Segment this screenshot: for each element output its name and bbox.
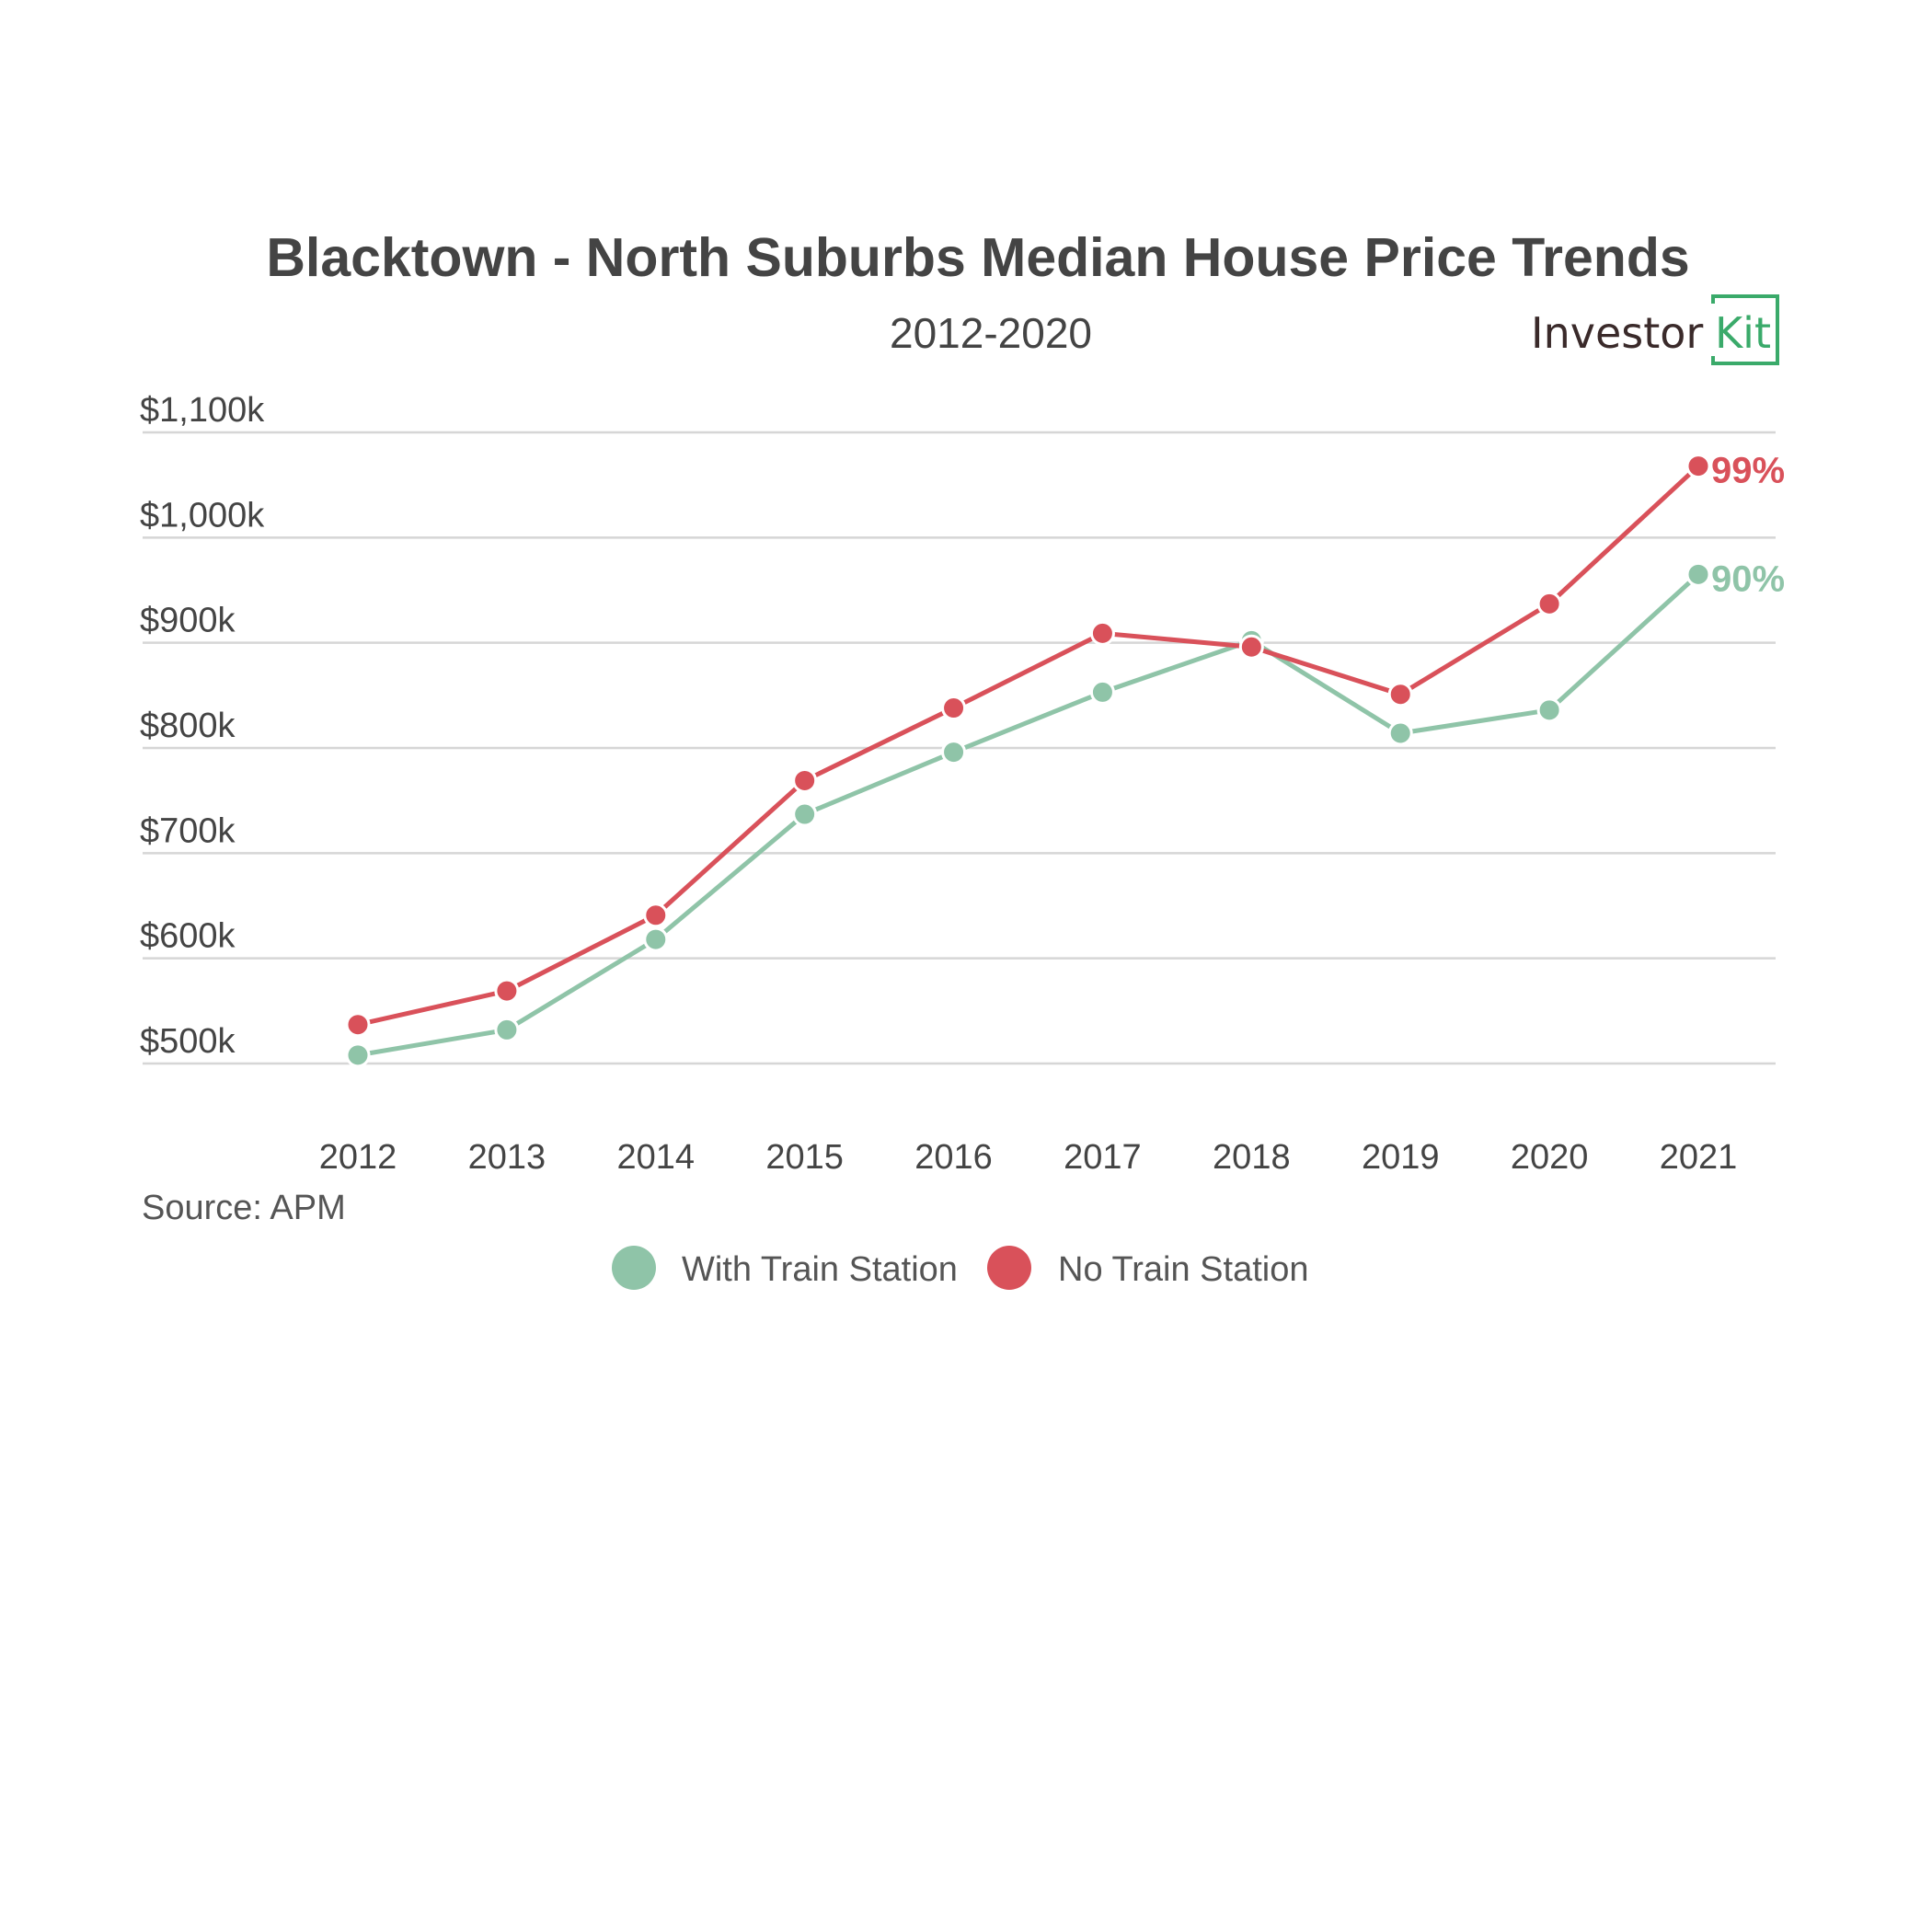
data-point <box>941 696 967 721</box>
logo-text-accent: Kit <box>1715 308 1771 358</box>
x-tick-label: 2018 <box>1213 1138 1291 1177</box>
data-point <box>1387 720 1413 746</box>
logo-text-main: Investor <box>1531 308 1703 358</box>
series-no-train-station <box>345 454 1711 1038</box>
chart-subtitle: 2012-2020 <box>890 309 1092 357</box>
series-line <box>357 572 1700 1058</box>
legend-swatch <box>612 1246 656 1290</box>
data-point <box>345 1042 371 1068</box>
x-tick-label: 2014 <box>617 1138 696 1177</box>
x-tick-label: 2019 <box>1362 1138 1440 1177</box>
x-axis-tick-labels: 2012 2013 2014 2015 2016 2017 2018 2019 2020 2021 <box>319 1138 1738 1177</box>
end-label: 90% <box>1711 558 1785 599</box>
y-tick-label: $1,100k <box>140 391 265 430</box>
data-point <box>494 978 520 1004</box>
x-tick-label: 2013 <box>468 1138 546 1177</box>
investor-kit-logo: Investor Kit <box>1531 294 1779 365</box>
data-point <box>1685 454 1711 479</box>
data-point <box>1536 697 1562 723</box>
legend-label: No Train Station <box>1058 1250 1308 1289</box>
y-tick-label: $800k <box>140 707 236 745</box>
legend-item: No Train Station <box>987 1246 1308 1290</box>
y-tick-label: $1,000k <box>140 496 265 535</box>
legend-label: With Train Station <box>682 1250 958 1289</box>
x-tick-label: 2016 <box>914 1138 993 1177</box>
end-label: 99% <box>1711 451 1785 491</box>
data-point <box>1089 620 1115 646</box>
legend-item: With Train Station <box>612 1246 958 1290</box>
data-point <box>345 1012 371 1038</box>
end-labels: 90% 99% <box>1711 451 1785 600</box>
y-tick-label: $600k <box>140 917 236 956</box>
data-point <box>941 740 967 765</box>
y-tick-label: $900k <box>140 602 236 640</box>
data-point <box>792 767 818 793</box>
data-point <box>1089 679 1115 705</box>
y-axis-tick-labels: $500k $600k $700k $800k $900k $1,000k $1,100k <box>140 391 265 1061</box>
x-tick-label: 2020 <box>1511 1138 1589 1177</box>
x-tick-label: 2021 <box>1660 1138 1738 1177</box>
chart-title: Blacktown - North Suburbs Median House P… <box>266 227 1689 288</box>
data-point <box>1387 682 1413 707</box>
data-point <box>1536 591 1562 616</box>
legend: With Train Station No Train Station <box>612 1246 1308 1290</box>
y-tick-label: $500k <box>140 1022 236 1061</box>
y-tick-label: $700k <box>140 811 236 850</box>
series-line <box>357 464 1700 1028</box>
legend-swatch <box>987 1246 1031 1290</box>
data-point <box>494 1017 520 1042</box>
data-point <box>1238 634 1264 660</box>
source-note: Source: APM <box>142 1189 346 1227</box>
data-point <box>1685 561 1711 587</box>
data-point <box>643 926 669 952</box>
x-tick-label: 2012 <box>319 1138 397 1177</box>
logo-bracket-icon <box>1711 294 1779 365</box>
data-point <box>792 801 818 827</box>
series-with-train-station <box>345 561 1711 1068</box>
data-point <box>643 903 669 928</box>
x-tick-label: 2017 <box>1064 1138 1142 1177</box>
x-tick-label: 2015 <box>765 1138 844 1177</box>
series-lines <box>345 454 1711 1068</box>
